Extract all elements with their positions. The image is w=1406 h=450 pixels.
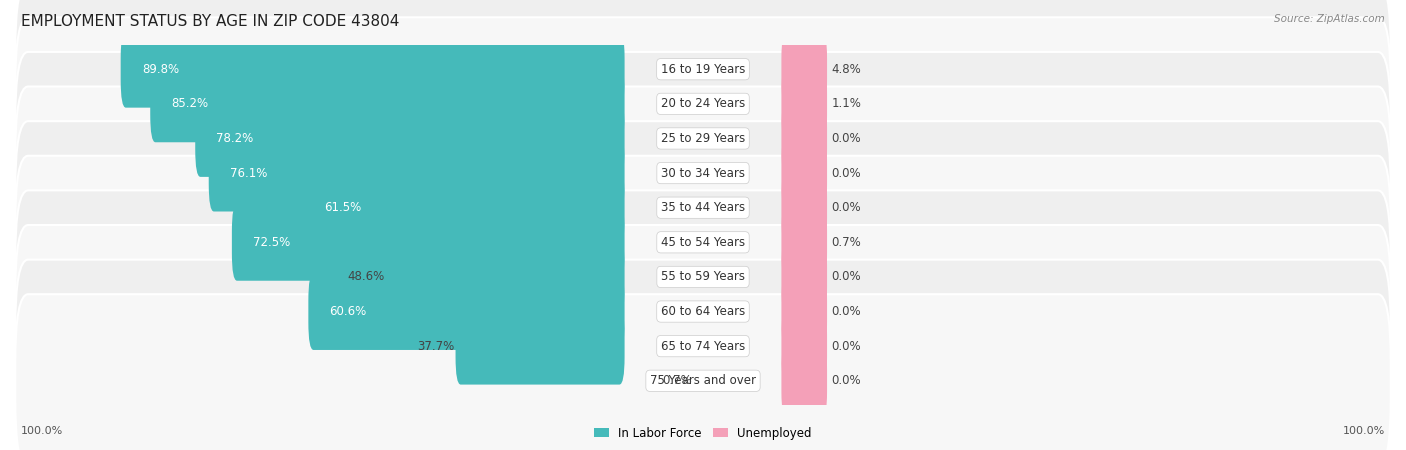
FancyBboxPatch shape	[208, 135, 624, 211]
Text: 0.0%: 0.0%	[831, 270, 860, 284]
FancyBboxPatch shape	[15, 17, 1391, 190]
FancyBboxPatch shape	[782, 169, 827, 246]
FancyBboxPatch shape	[15, 294, 1391, 450]
Text: 48.6%: 48.6%	[347, 270, 384, 284]
Text: 45 to 54 Years: 45 to 54 Years	[661, 236, 745, 249]
FancyBboxPatch shape	[15, 52, 1391, 225]
Text: 76.1%: 76.1%	[231, 166, 267, 180]
FancyBboxPatch shape	[782, 100, 827, 177]
FancyBboxPatch shape	[782, 31, 827, 108]
Text: 65 to 74 Years: 65 to 74 Years	[661, 340, 745, 353]
Text: 0.7%: 0.7%	[662, 374, 692, 387]
Text: 0.0%: 0.0%	[831, 201, 860, 214]
FancyBboxPatch shape	[782, 204, 827, 281]
Text: 75 Years and over: 75 Years and over	[650, 374, 756, 387]
Text: 4.8%: 4.8%	[831, 63, 862, 76]
Text: 16 to 19 Years: 16 to 19 Years	[661, 63, 745, 76]
Text: 61.5%: 61.5%	[323, 201, 361, 214]
FancyBboxPatch shape	[15, 121, 1391, 294]
Text: 100.0%: 100.0%	[21, 427, 63, 436]
Text: EMPLOYMENT STATUS BY AGE IN ZIP CODE 43804: EMPLOYMENT STATUS BY AGE IN ZIP CODE 438…	[21, 14, 399, 28]
FancyBboxPatch shape	[15, 190, 1391, 364]
Text: 89.8%: 89.8%	[142, 63, 179, 76]
Text: 100.0%: 100.0%	[1343, 427, 1385, 436]
Text: 0.0%: 0.0%	[831, 132, 860, 145]
FancyBboxPatch shape	[121, 31, 624, 108]
Text: 0.0%: 0.0%	[831, 305, 860, 318]
FancyBboxPatch shape	[15, 0, 1391, 156]
Text: 20 to 24 Years: 20 to 24 Years	[661, 97, 745, 110]
Legend: In Labor Force, Unemployed: In Labor Force, Unemployed	[595, 427, 811, 440]
FancyBboxPatch shape	[15, 260, 1391, 433]
FancyBboxPatch shape	[782, 273, 827, 350]
Text: 0.7%: 0.7%	[831, 236, 862, 249]
Text: 60.6%: 60.6%	[329, 305, 367, 318]
FancyBboxPatch shape	[15, 156, 1391, 329]
FancyBboxPatch shape	[385, 238, 624, 315]
FancyBboxPatch shape	[782, 65, 827, 142]
Text: 0.0%: 0.0%	[831, 166, 860, 180]
FancyBboxPatch shape	[308, 273, 624, 350]
FancyBboxPatch shape	[150, 65, 624, 142]
Text: 0.0%: 0.0%	[831, 340, 860, 353]
FancyBboxPatch shape	[302, 169, 624, 246]
Text: 1.1%: 1.1%	[831, 97, 862, 110]
FancyBboxPatch shape	[232, 204, 624, 281]
Text: 30 to 34 Years: 30 to 34 Years	[661, 166, 745, 180]
FancyBboxPatch shape	[782, 135, 827, 211]
Text: 60 to 64 Years: 60 to 64 Years	[661, 305, 745, 318]
Text: 78.2%: 78.2%	[217, 132, 253, 145]
Text: 55 to 59 Years: 55 to 59 Years	[661, 270, 745, 284]
FancyBboxPatch shape	[782, 238, 827, 315]
Text: 72.5%: 72.5%	[253, 236, 290, 249]
Text: 85.2%: 85.2%	[172, 97, 208, 110]
FancyBboxPatch shape	[195, 100, 624, 177]
Text: 0.0%: 0.0%	[831, 374, 860, 387]
FancyBboxPatch shape	[456, 308, 624, 385]
FancyBboxPatch shape	[782, 308, 827, 385]
FancyBboxPatch shape	[782, 342, 827, 419]
Text: Source: ZipAtlas.com: Source: ZipAtlas.com	[1274, 14, 1385, 23]
Text: 35 to 44 Years: 35 to 44 Years	[661, 201, 745, 214]
Text: 25 to 29 Years: 25 to 29 Years	[661, 132, 745, 145]
FancyBboxPatch shape	[15, 225, 1391, 398]
FancyBboxPatch shape	[15, 86, 1391, 260]
Text: 37.7%: 37.7%	[418, 340, 454, 353]
